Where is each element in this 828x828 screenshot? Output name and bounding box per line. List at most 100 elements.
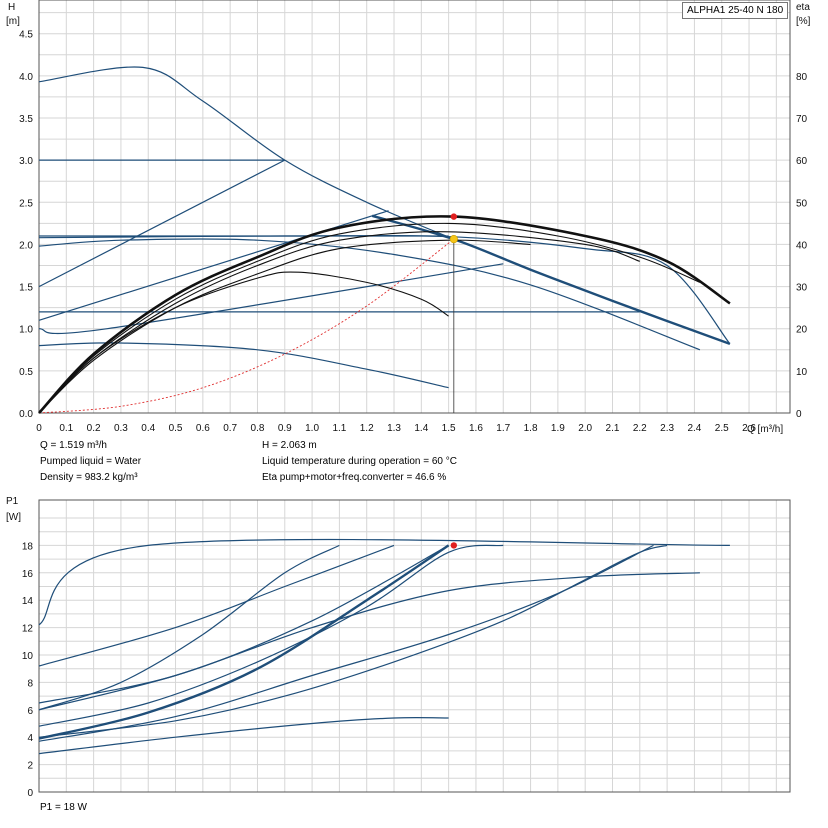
power-tick-label: 4 [27, 733, 33, 744]
head-chart-curves [38, 66, 731, 414]
eta-tick-label: 20 [796, 325, 808, 336]
power-chart-curves [38, 538, 730, 755]
power-chart-ticks: 0 2 4 6 8 10 12 14 16 18 [22, 541, 34, 799]
head-axis-unit: [m] [6, 16, 20, 27]
power-tick-label: 18 [22, 541, 34, 552]
power-curve [38, 544, 668, 738]
flow-tick-label: 0 [36, 423, 42, 434]
operating-point-markers [449, 213, 458, 549]
eta-tick-label: 50 [796, 198, 808, 209]
power-curve [38, 544, 654, 742]
flow-tick-label: 0.5 [169, 423, 183, 434]
flow-tick-label: 1.3 [387, 423, 401, 434]
flow-axis-title: Q [m³/h] [747, 424, 783, 435]
efficiency-curve [38, 271, 449, 414]
flow-tick-label: 2.2 [633, 423, 647, 434]
system-curve [38, 238, 455, 414]
head-tick-label: 1.5 [19, 283, 33, 294]
flow-tick-label: 1.8 [524, 423, 538, 434]
power-tick-label: 2 [27, 761, 33, 772]
flow-tick-label: 2.0 [578, 423, 592, 434]
flow-tick-label: 1.7 [496, 423, 510, 434]
power-tick-label: 10 [22, 651, 34, 662]
eta-tick-label: 60 [796, 156, 808, 167]
flow-tick-label: 0.7 [223, 423, 237, 434]
flow-tick-label: 0.9 [278, 423, 292, 434]
head-chart-ticks: 0 0.1 0.2 0.3 0.4 0.5 0.6 0.7 0.8 0.9 1.0 1.1 1.2 1.3… [19, 30, 807, 434]
power-operating-marker [450, 542, 458, 549]
flow-tick-label: 2.3 [660, 423, 674, 434]
head-curve [38, 238, 701, 351]
power-tick-label: 6 [27, 706, 33, 717]
power-curve [38, 538, 730, 626]
flow-tick-label: 0.6 [196, 423, 210, 434]
eta-tick-label: 40 [796, 240, 808, 251]
head-curve [38, 66, 455, 240]
efficiency-curve [38, 239, 531, 414]
flow-tick-label: 1.5 [442, 423, 456, 434]
flow-tick-label: 0.8 [251, 423, 265, 434]
head-chart-frame [38, 0, 791, 414]
head-tick-label: 2.0 [19, 240, 33, 251]
efficiency-curve [38, 215, 731, 414]
eta-tick-label: 30 [796, 283, 808, 294]
eta-tick-label: 80 [796, 72, 808, 83]
power-tick-label: 8 [27, 678, 33, 689]
head-tick-label: 1.0 [19, 325, 33, 336]
eta-tick-label: 70 [796, 114, 808, 125]
power-tick-label: 14 [22, 596, 34, 607]
flow-tick-label: 1.9 [551, 423, 565, 434]
efficiency-marker [450, 213, 458, 220]
power-curve [38, 544, 449, 704]
product-label: ALPHA1 25-40 N 180 [682, 2, 789, 19]
head-tick-label: 2.5 [19, 198, 33, 209]
efficiency-curve [38, 222, 701, 414]
flow-tick-label: 1.0 [305, 423, 319, 434]
power-curve [38, 544, 395, 667]
head-curve [38, 342, 449, 389]
head-readout: H = 2.063 m [262, 440, 317, 451]
head-curve [38, 159, 286, 288]
flow-tick-label: 0.3 [114, 423, 128, 434]
flow-tick-label: 1.6 [469, 423, 483, 434]
flow-readout: Q = 1.519 m³/h [40, 440, 107, 451]
head-chart-grid [38, 0, 791, 414]
head-axis-title: H [8, 2, 15, 13]
flow-tick-label: 1.4 [414, 423, 428, 434]
power-tick-label: 0 [27, 788, 33, 799]
head-tick-label: 3.5 [19, 114, 33, 125]
power-tick-label: 12 [22, 624, 34, 635]
flow-tick-label: 1.1 [332, 423, 346, 434]
power-curve [38, 572, 700, 711]
head-tick-label: 4.0 [19, 72, 33, 83]
eta-axis-unit: [%] [796, 16, 811, 27]
eta-tick-label: 0 [796, 409, 802, 420]
head-curve [38, 234, 731, 345]
flow-tick-label: 2.5 [715, 423, 729, 434]
flow-tick-label: 0.1 [59, 423, 73, 434]
operating-point-marker [449, 235, 458, 244]
head-tick-label: 0.0 [19, 409, 33, 420]
flow-tick-label: 2.6 [742, 423, 756, 434]
power-tick-label: 16 [22, 569, 34, 580]
power-curve [38, 717, 449, 755]
flow-tick-label: 2.4 [687, 423, 701, 434]
flow-tick-label: 2.1 [606, 423, 620, 434]
pumped-liquid-readout: Pumped liquid = Water [40, 456, 142, 467]
flow-tick-label: 0.2 [87, 423, 101, 434]
power-axis-title: P1 [6, 496, 19, 507]
power-curve [38, 544, 340, 711]
flow-tick-label: 1.2 [360, 423, 374, 434]
head-tick-label: 3.0 [19, 156, 33, 167]
eta-axis-title: eta [796, 2, 810, 13]
eta-tick-label: 10 [796, 367, 808, 378]
flow-tick-label: 0.4 [141, 423, 155, 434]
head-curve [38, 263, 504, 335]
head-tick-label: 0.5 [19, 367, 33, 378]
power-curve [38, 544, 450, 740]
power-readout: P1 = 18 W [40, 802, 87, 813]
efficiency-readout: Eta pump+motor+freq.converter = 46.6 % [262, 472, 447, 483]
head-tick-label: 4.5 [19, 30, 33, 41]
power-chart-grid [38, 499, 791, 793]
